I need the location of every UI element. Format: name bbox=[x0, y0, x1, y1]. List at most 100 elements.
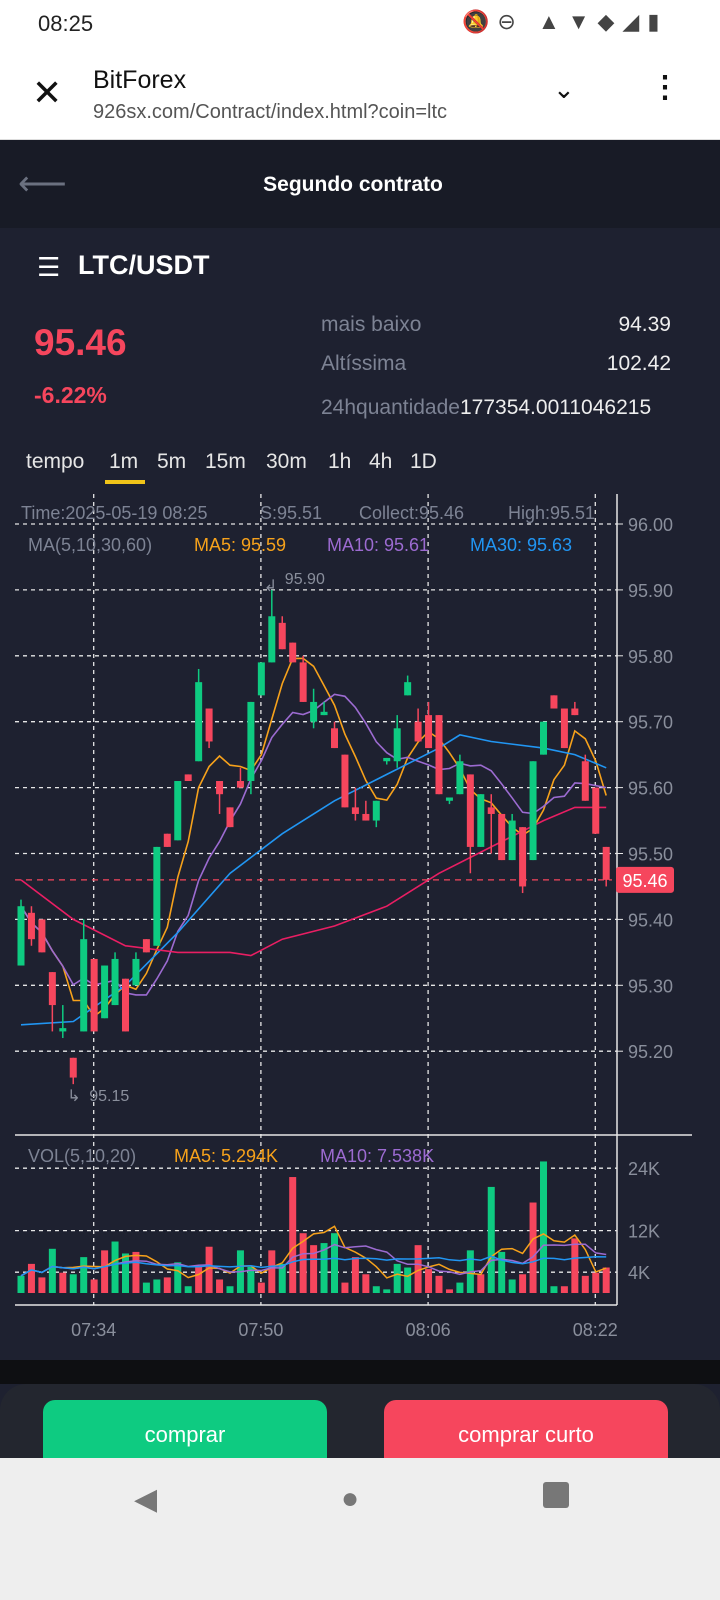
volume-bar bbox=[111, 1241, 119, 1293]
info-collect: Collect:95.46 bbox=[359, 503, 464, 523]
volume-bar bbox=[529, 1202, 537, 1293]
price-tick-label: 95.90 bbox=[628, 581, 673, 601]
candle-up bbox=[456, 761, 464, 795]
candle-down bbox=[498, 813, 506, 861]
candle-down bbox=[142, 939, 150, 953]
volume-bar bbox=[59, 1272, 67, 1293]
url-text[interactable]: 926sx.com/Contract/index.html?coin=ltc bbox=[93, 101, 448, 123]
pair-menu-icon[interactable]: ☰ bbox=[37, 252, 61, 282]
volume-bar bbox=[184, 1286, 192, 1293]
candle-down bbox=[27, 912, 35, 940]
candle-up bbox=[310, 701, 318, 722]
candle-up bbox=[383, 757, 391, 762]
ma60-line bbox=[20, 806, 607, 957]
app-header: ⟵ Segundo contrato bbox=[0, 140, 720, 228]
volume-bar bbox=[278, 1263, 286, 1293]
status-icons: 🔕⊖ ▲▼◆◢▮ bbox=[462, 9, 668, 34]
candle-up bbox=[320, 711, 328, 716]
volume-bar bbox=[508, 1279, 516, 1293]
stat-label-volume: 24hquantidade bbox=[321, 396, 460, 419]
volume-bar bbox=[132, 1251, 140, 1293]
price-tick-label: 95.40 bbox=[628, 910, 673, 930]
volume-bar bbox=[17, 1275, 25, 1293]
candle-up bbox=[404, 682, 412, 696]
candle-up bbox=[17, 906, 25, 966]
price-tick-label: 95.20 bbox=[628, 1042, 673, 1062]
volume-bar bbox=[142, 1282, 150, 1293]
volume-bar bbox=[163, 1277, 171, 1293]
candle-up bbox=[59, 1028, 67, 1032]
volume-bar bbox=[435, 1275, 443, 1293]
candle-down bbox=[278, 622, 286, 650]
volume-bar bbox=[299, 1233, 307, 1293]
tab-1d[interactable]: 1D bbox=[410, 450, 437, 473]
high-marker-arrow: ↲ bbox=[264, 578, 277, 595]
candle-down bbox=[560, 708, 568, 749]
candle-down bbox=[236, 781, 244, 788]
candle-down bbox=[602, 846, 610, 880]
kline-chart[interactable]: 96.00 95.90 95.80 95.70 95.60 95.50 95.40 95.30… bbox=[0, 490, 720, 1360]
info-s: S:95.51 bbox=[260, 503, 322, 523]
time-tick-label: 07:50 bbox=[238, 1320, 283, 1340]
tab-1h[interactable]: 1h bbox=[328, 450, 352, 473]
candle-down bbox=[487, 807, 495, 814]
volume-tick-label: 24K bbox=[628, 1159, 660, 1179]
candle-down bbox=[550, 695, 558, 709]
divider-bar bbox=[0, 1360, 720, 1384]
active-tab-indicator bbox=[105, 480, 145, 484]
nav-back-icon[interactable]: ◀ bbox=[134, 1483, 158, 1516]
back-arrow-icon[interactable]: ⟵ bbox=[18, 165, 67, 203]
close-icon[interactable]: ✕ bbox=[32, 72, 63, 113]
nav-home-icon[interactable]: ● bbox=[341, 1482, 360, 1515]
nav-recents-icon[interactable] bbox=[543, 1482, 569, 1508]
vol-label: VOL(5,10,20) bbox=[28, 1146, 136, 1166]
info-ma10: MA10: 95.61 bbox=[327, 535, 429, 555]
candle-down bbox=[592, 787, 600, 834]
ma10-line bbox=[20, 693, 607, 996]
volume-bar bbox=[69, 1274, 77, 1293]
candle-down bbox=[289, 642, 297, 663]
volume-bar bbox=[320, 1243, 328, 1293]
main-content bbox=[0, 228, 720, 1360]
candle-down bbox=[205, 708, 213, 742]
volume-bars bbox=[17, 1161, 610, 1293]
volume-bar bbox=[498, 1251, 506, 1293]
candle-down bbox=[519, 827, 527, 887]
status-bar: 08:25 🔕⊖ ▲▼◆◢▮ bbox=[0, 0, 720, 48]
volume-bar bbox=[404, 1267, 412, 1293]
volume-bar bbox=[205, 1246, 213, 1293]
tab-30m[interactable]: 30m bbox=[266, 450, 307, 473]
candle-up bbox=[540, 721, 547, 755]
time-tick-label: 08:22 bbox=[573, 1320, 618, 1340]
candle-up bbox=[529, 761, 537, 861]
volume-bar bbox=[560, 1286, 568, 1293]
candles bbox=[17, 589, 610, 1085]
low-marker-arrow: ↳ bbox=[67, 1088, 80, 1105]
volume-bar bbox=[425, 1269, 433, 1293]
stat-value-low: 94.39 bbox=[618, 313, 671, 336]
tab-5m[interactable]: 5m bbox=[157, 450, 187, 473]
chevron-down-icon[interactable]: ⌄ bbox=[553, 74, 575, 104]
pair-name[interactable]: LTC/USDT bbox=[78, 250, 210, 280]
price-tick-label: 95.80 bbox=[628, 647, 673, 667]
volume-bar bbox=[372, 1286, 380, 1293]
volume-bar bbox=[540, 1161, 547, 1293]
stat-label-low: mais baixo bbox=[321, 313, 422, 336]
tab-1m[interactable]: 1m bbox=[109, 450, 139, 473]
candle-down bbox=[90, 958, 98, 1032]
tab-15m[interactable]: 15m bbox=[205, 450, 246, 473]
volume-bar bbox=[592, 1272, 600, 1293]
more-menu-icon[interactable]: ⋮ bbox=[650, 71, 680, 104]
stat-label-high: Altíssima bbox=[321, 352, 407, 375]
volume-bar bbox=[195, 1267, 203, 1293]
candle-down bbox=[122, 978, 129, 1032]
volume-bar bbox=[519, 1274, 527, 1293]
volume-bar bbox=[487, 1186, 495, 1293]
volume-bar bbox=[27, 1263, 35, 1293]
volume-bar bbox=[341, 1282, 349, 1293]
volume-bar bbox=[80, 1257, 88, 1293]
stat-value-volume: 177354.0011046215 bbox=[459, 396, 652, 419]
stat-volume: 24hquantidade177354.0011046215 bbox=[321, 396, 651, 420]
tab-4h[interactable]: 4h bbox=[369, 450, 393, 473]
volume-bar bbox=[122, 1253, 129, 1293]
